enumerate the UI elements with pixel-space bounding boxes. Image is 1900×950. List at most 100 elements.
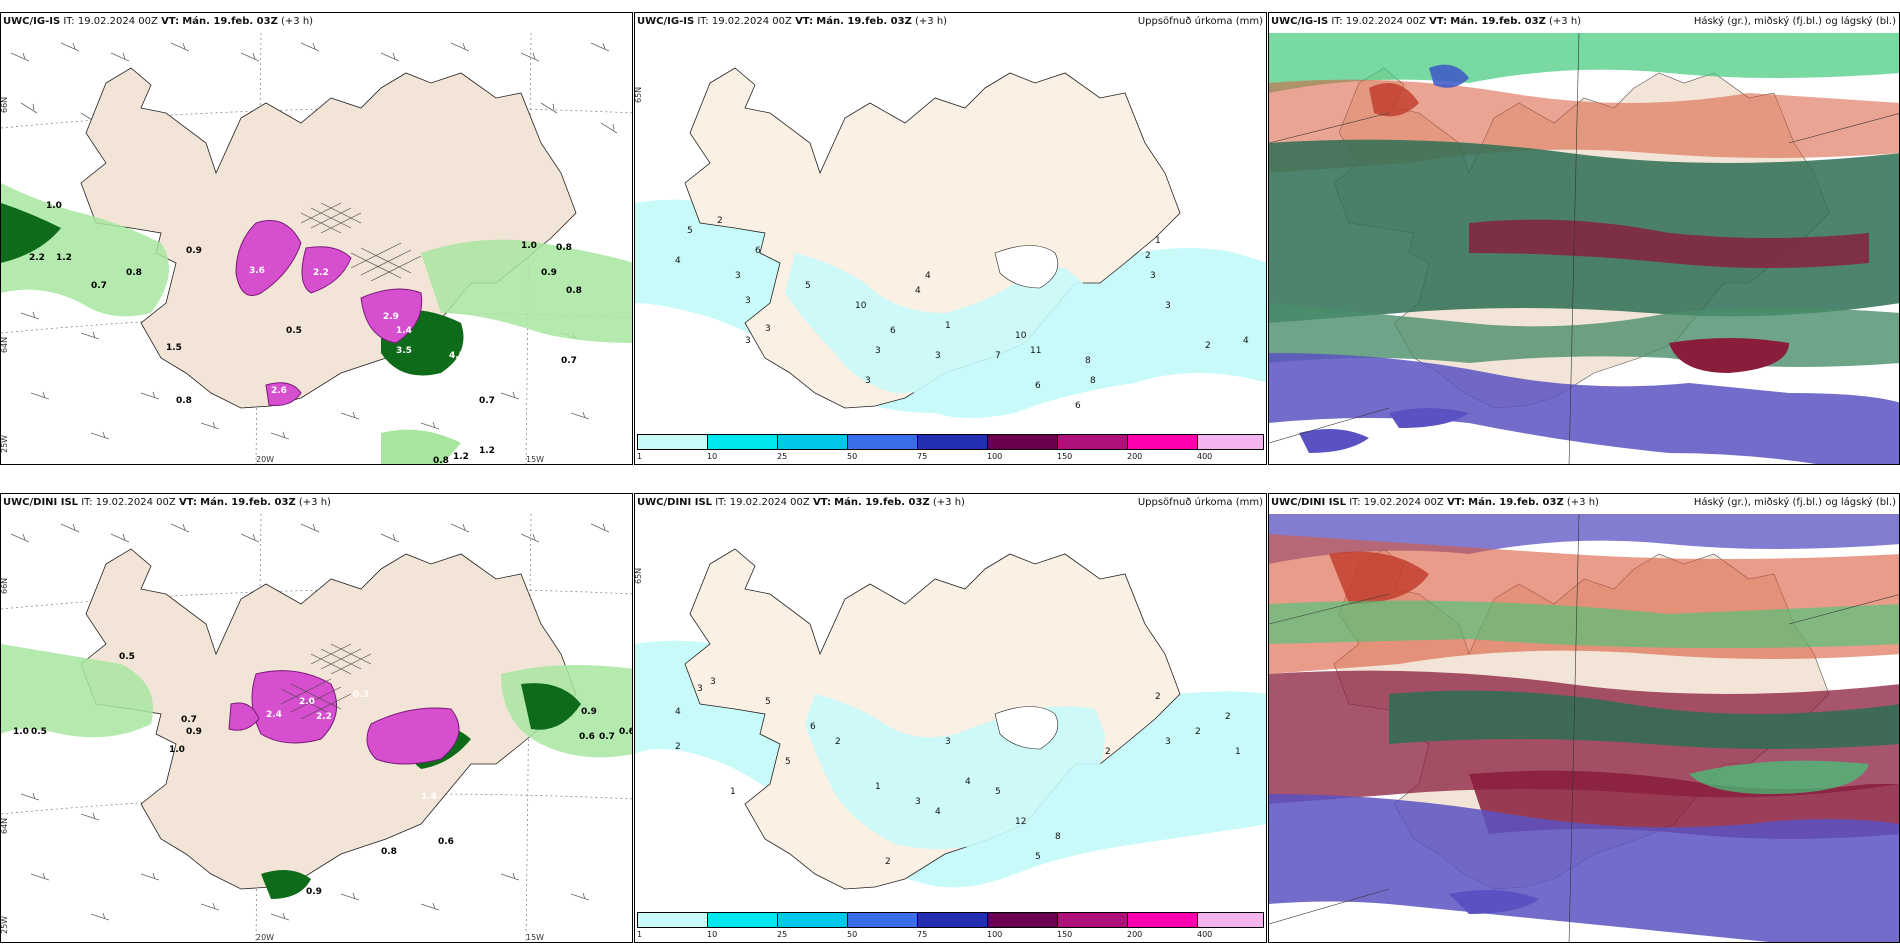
lat-label: 64N	[1, 337, 9, 353]
precip-value: 0.7	[561, 356, 577, 366]
precip-total: 8	[1055, 832, 1061, 842]
precip-total: 3	[697, 684, 703, 694]
precip-total: 5	[995, 787, 1001, 797]
coordinate-labels: 65N	[635, 87, 643, 103]
precip-value: 0.9	[186, 246, 202, 256]
precip-title: Uppsöfnuð úrkoma (mm)	[1137, 497, 1263, 508]
precip-total: 3	[1165, 301, 1171, 311]
precip-total: 10	[855, 301, 867, 311]
precip-value: 0.9	[581, 707, 597, 717]
precip-total: 2	[835, 737, 841, 747]
precip-magenta-area	[235, 220, 423, 406]
panel-cloud-cover-bottom: UWC/DINI ISL IT: 19.02.2024 00Z VT: Mán.…	[1268, 493, 1900, 943]
precip-value: 1.4	[396, 326, 412, 336]
colorbar-tick: 75	[917, 452, 928, 461]
cloud-title: Háský (gr.), miðský (fj.bl.) og lágský (…	[1693, 497, 1896, 508]
panel-accumulated-precip-bottom: UWC/DINI ISL IT: 19.02.2024 00Z VT: Mán.…	[634, 493, 1267, 943]
precip-value: 0.7	[91, 281, 107, 291]
precip-total: 1	[730, 787, 736, 797]
precip-total-labels: 5 2 4 3 3 6 5 3 10 4 3 4 6 1 3 7 10 11 8…	[675, 216, 1249, 411]
vt-label: VT:	[1446, 497, 1465, 508]
it-label: IT:	[63, 16, 75, 27]
lead-time: (+3 h)	[932, 497, 965, 508]
precip-green-area	[1, 183, 632, 464]
lead-time: (+3 h)	[1549, 16, 1582, 27]
vt-value: Mán. 19.feb. 03Z	[834, 497, 930, 508]
precip-total: 5	[687, 226, 693, 236]
precip-total: 8	[1085, 356, 1091, 366]
colorbar-swatch	[1127, 912, 1198, 928]
colorbar-swatch	[1057, 434, 1128, 450]
precip-total: 3	[865, 376, 871, 386]
colorbar-swatch	[917, 434, 988, 450]
vt-label: VT:	[161, 16, 180, 27]
lat-label: 66N	[1, 578, 9, 594]
precip-total: 4	[965, 777, 971, 787]
precip-total: 5	[1035, 852, 1041, 862]
colorbar-tick: 1	[637, 452, 643, 461]
precip-total: 3	[735, 271, 741, 281]
snow-white-patch	[994, 245, 1059, 289]
precip-value: 0.6	[579, 732, 595, 742]
precip-total: 2	[1105, 747, 1111, 757]
precip-colorbar: 1 10 25 50 75 100 150 200 400	[637, 912, 1264, 940]
precip-value: 3.6	[249, 266, 265, 276]
precip-value: 1.2	[453, 452, 469, 462]
precip-total-labels: 4 3 3 2 5 1 2 5 6 4 3 2 3 5 12 4 2 2 1 2…	[675, 677, 1241, 867]
precip-value: 2.6	[271, 386, 287, 396]
wind-precip-map: 0.5 1.0 0.5 0.9 1.0 0.7 2.4 2.0 2.2 0.3 …	[1, 513, 632, 942]
cloud-cover-map	[1269, 513, 1899, 942]
precip-total: 3	[710, 677, 716, 687]
colorbar-tick: 75	[917, 930, 928, 939]
precip-total: 11	[1030, 346, 1041, 356]
precip-total: 6	[755, 246, 761, 256]
precip-total: 3	[1150, 271, 1156, 281]
coordinate-labels: 66N 64N 25W 20W 15W	[1, 97, 544, 464]
colorbar-tick: 150	[1057, 930, 1073, 939]
precip-value: 0.7	[181, 715, 197, 725]
lat-label: 64N	[1, 818, 9, 834]
precip-total: 4	[1243, 336, 1249, 346]
map-borders	[1269, 513, 1899, 942]
it-value: 19.02.2024 00Z	[711, 16, 792, 27]
model-name: UWC/DINI ISL	[637, 497, 713, 508]
coordinate-labels: 66N 64N 25W 20W 15W	[1, 578, 544, 942]
it-value: 19.02.2024 00Z	[95, 497, 176, 508]
colorbar-swatch	[1197, 912, 1264, 928]
vt-label: VT:	[1429, 16, 1448, 27]
precip-value: 0.8	[126, 268, 142, 278]
precip-value: 0.9	[186, 727, 202, 737]
precip-total: 4	[915, 286, 921, 296]
precip-total: 4	[935, 807, 941, 817]
precip-total: 3	[1165, 737, 1171, 747]
it-value: 19.02.2024 00Z	[729, 497, 810, 508]
precip-total: 5	[765, 697, 771, 707]
snow-white-patch	[994, 706, 1059, 750]
it-label: IT:	[1331, 16, 1343, 27]
precip-total: 2	[1225, 712, 1231, 722]
colorbar-tick: 100	[987, 930, 1003, 939]
lon-label: 20W	[256, 933, 274, 942]
it-value: 19.02.2024 00Z	[1363, 497, 1444, 508]
precip-total: 1	[1235, 747, 1241, 757]
panel-header: UWC/DINI ISL IT: 19.02.2024 00Z VT: Mán.…	[1271, 497, 1599, 508]
precip-total: 3	[935, 351, 941, 361]
lead-time: (+3 h)	[1566, 497, 1599, 508]
wind-precip-map: 1.0 2.2 1.2 0.9 0.8 0.7 0.5 1.5 3.6 2.2 …	[1, 32, 632, 464]
colorbar-swatch	[847, 912, 918, 928]
lead-time: (+3 h)	[915, 16, 948, 27]
precip-total: 7	[995, 351, 1001, 361]
colorbar-tick: 400	[1197, 452, 1213, 461]
precip-total: 4	[925, 271, 931, 281]
lead-time: (+3 h)	[281, 16, 314, 27]
panel-wind-precip-top: UWC/IG-IS IT: 19.02.2024 00Z VT: Mán. 19…	[0, 12, 633, 465]
vt-label: VT:	[812, 497, 831, 508]
precip-value: 1.2	[56, 253, 72, 263]
precip-value: 0.8	[556, 243, 572, 253]
lat-label: 65N	[635, 87, 643, 103]
precip-value: 0.9	[541, 268, 557, 278]
panel-header: UWC/IG-IS IT: 19.02.2024 00Z VT: Mán. 19…	[637, 16, 947, 27]
precip-total: 3	[765, 324, 771, 334]
precip-title: Uppsöfnuð úrkoma (mm)	[1137, 16, 1263, 27]
precip-total: 2	[717, 216, 723, 226]
